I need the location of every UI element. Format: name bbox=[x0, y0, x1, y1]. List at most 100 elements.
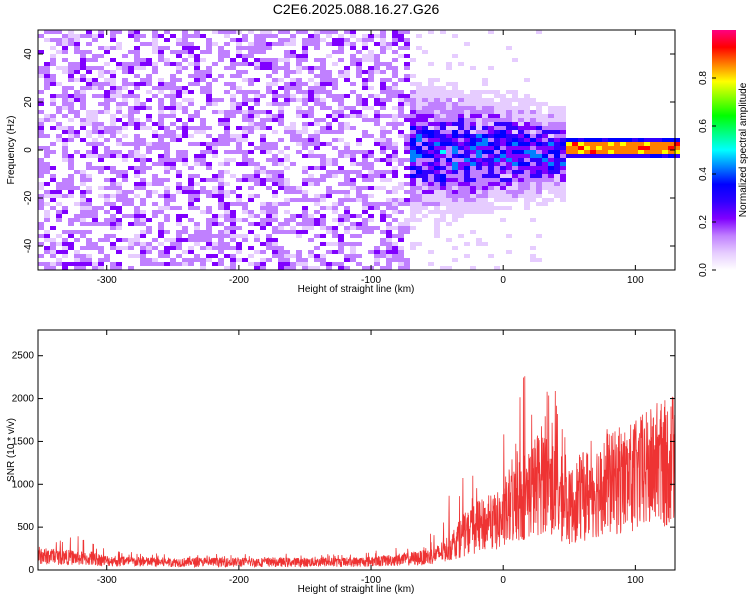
spectrogram-cell bbox=[452, 190, 458, 194]
spectrogram-cell bbox=[518, 210, 524, 214]
spectrogram-cell bbox=[368, 250, 374, 254]
spectrogram-cell bbox=[428, 190, 434, 194]
spectrogram-cell bbox=[410, 214, 416, 218]
spectrogram-cell bbox=[152, 182, 158, 186]
spectrogram-cell bbox=[560, 182, 566, 186]
spectrogram-cell bbox=[254, 98, 260, 102]
spectrogram-cell bbox=[344, 122, 350, 126]
spectrogram-cell bbox=[320, 154, 326, 158]
spectrogram-cell bbox=[86, 130, 92, 134]
spectrogram-cell bbox=[380, 106, 386, 110]
spectrogram-cell bbox=[392, 66, 398, 70]
spectrogram-cell bbox=[140, 170, 146, 174]
spectrogram-cell bbox=[230, 174, 236, 178]
spectrogram-cell bbox=[176, 86, 182, 90]
spectrogram-cell bbox=[272, 170, 278, 174]
spectrogram-cell bbox=[470, 198, 476, 202]
spectrogram-cell bbox=[206, 66, 212, 70]
spectrogram-cell bbox=[302, 230, 308, 234]
spectrogram-cell bbox=[434, 102, 440, 106]
spectrogram-cell bbox=[146, 158, 152, 162]
spectrogram-cell bbox=[422, 150, 428, 154]
spectrogram-cell bbox=[296, 78, 302, 82]
spectrogram-cell bbox=[464, 214, 470, 218]
spectrogram-cell bbox=[164, 62, 170, 66]
spectrogram-cell bbox=[530, 118, 536, 122]
spectrogram-cell bbox=[284, 74, 290, 78]
spectrogram-cell bbox=[116, 130, 122, 134]
spectrogram-cell bbox=[326, 54, 332, 58]
spectrogram-cell bbox=[536, 118, 542, 122]
spectrogram-cell bbox=[440, 162, 446, 166]
spectrogram-cell bbox=[542, 98, 548, 102]
spectrogram-cell bbox=[440, 114, 446, 118]
spectrogram-cell bbox=[146, 106, 152, 110]
spectrogram-cell bbox=[278, 58, 284, 62]
spectrogram-cell bbox=[404, 102, 410, 106]
spectrogram-cell bbox=[446, 162, 452, 166]
spectrogram-cell bbox=[416, 146, 422, 150]
spectrogram-cell bbox=[62, 194, 68, 198]
spectrogram-cell bbox=[164, 186, 170, 190]
spectrogram-cell bbox=[464, 206, 470, 210]
spectrogram-cell bbox=[344, 206, 350, 210]
spectrogram-cell bbox=[92, 78, 98, 82]
spectrogram-cell bbox=[170, 134, 176, 138]
spectrogram-cell bbox=[158, 154, 164, 158]
spectrogram-cell bbox=[524, 130, 530, 134]
spectrogram-cell bbox=[326, 78, 332, 82]
spectrogram-cell bbox=[74, 78, 80, 82]
spectrogram-cell bbox=[500, 202, 506, 206]
spectrogram-cell bbox=[434, 154, 440, 158]
spectrogram-cell bbox=[314, 66, 320, 70]
spectrogram-cell bbox=[434, 202, 440, 206]
spectrogram-cell bbox=[116, 226, 122, 230]
spectrogram-cell bbox=[566, 146, 572, 150]
spectrogram-cell bbox=[452, 138, 458, 142]
spectrogram-cell bbox=[128, 82, 134, 86]
spectrogram-cell bbox=[488, 182, 494, 186]
spectrogram-cell bbox=[140, 102, 146, 106]
spectrogram-cell bbox=[194, 62, 200, 66]
spectrogram-cell bbox=[278, 86, 284, 90]
spectrogram-cell bbox=[392, 258, 398, 262]
spectrogram-cell bbox=[146, 42, 152, 46]
spectrogram-cell bbox=[464, 86, 470, 90]
spectrogram-cell bbox=[488, 138, 494, 142]
spectrogram-cell bbox=[380, 62, 386, 66]
spectrogram-cell bbox=[356, 222, 362, 226]
spectrogram-cell bbox=[44, 238, 50, 242]
spectrogram-cell bbox=[182, 38, 188, 42]
spectrogram-cell bbox=[482, 210, 488, 214]
spectrogram-cell bbox=[218, 138, 224, 142]
spectrogram-cell bbox=[242, 234, 248, 238]
spectrogram-cell bbox=[122, 98, 128, 102]
spectrogram-cell bbox=[212, 194, 218, 198]
spectrogram-cell bbox=[134, 50, 140, 54]
spectrogram-cell bbox=[56, 38, 62, 42]
spectrogram-cell bbox=[662, 146, 668, 150]
spectrogram-cell bbox=[62, 50, 68, 54]
spectrogram-cell bbox=[134, 150, 140, 154]
spectrogram-cell bbox=[62, 90, 68, 94]
spectrogram-cell bbox=[398, 78, 404, 82]
spectrogram-cell bbox=[80, 62, 86, 66]
spectrogram-cell bbox=[386, 222, 392, 226]
spectrogram-cell bbox=[134, 234, 140, 238]
spectrogram-cell bbox=[338, 190, 344, 194]
spectrogram-cell bbox=[212, 234, 218, 238]
spectrogram-cell bbox=[86, 262, 92, 266]
spectrogram-cell bbox=[464, 190, 470, 194]
spectrogram-cell bbox=[302, 194, 308, 198]
spectrogram-cell bbox=[386, 242, 392, 246]
spectrogram-cell bbox=[434, 230, 440, 234]
spectrogram-cell bbox=[416, 122, 422, 126]
spectrogram-cell bbox=[122, 126, 128, 130]
spectrogram-cell bbox=[338, 98, 344, 102]
spectrogram-cell bbox=[50, 98, 56, 102]
spectrogram-cell bbox=[50, 246, 56, 250]
x-tick-label: 0 bbox=[500, 575, 506, 586]
spectrogram-cell bbox=[260, 258, 266, 262]
spectrogram-cell bbox=[266, 218, 272, 222]
spectrogram-cell bbox=[572, 154, 578, 158]
